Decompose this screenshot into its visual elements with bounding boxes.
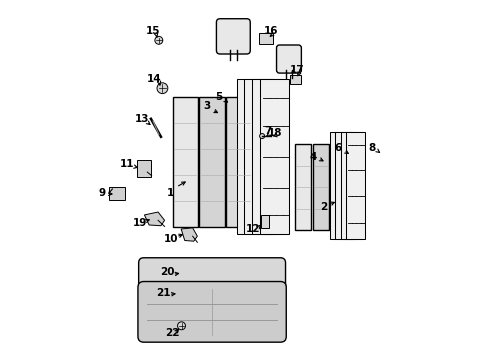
Circle shape [177, 322, 185, 330]
Text: 22: 22 [165, 328, 180, 338]
Bar [199, 97, 224, 227]
Bar [258, 33, 273, 44]
Circle shape [259, 134, 264, 139]
Bar [226, 97, 251, 227]
Text: 17: 17 [289, 65, 304, 75]
Text: 14: 14 [147, 74, 162, 84]
FancyBboxPatch shape [139, 258, 285, 291]
Bar [108, 187, 124, 199]
FancyBboxPatch shape [276, 45, 301, 73]
Bar [329, 132, 351, 239]
Bar [260, 79, 288, 234]
Text: 20: 20 [160, 267, 174, 277]
Text: 13: 13 [134, 114, 149, 124]
Bar [252, 79, 282, 234]
Text: 21: 21 [156, 288, 170, 298]
Text: 16: 16 [264, 26, 278, 36]
Bar [172, 97, 197, 227]
Text: 19: 19 [133, 218, 147, 228]
Text: 1: 1 [167, 188, 174, 198]
Text: 7: 7 [264, 126, 271, 136]
Text: 12: 12 [246, 224, 260, 234]
FancyBboxPatch shape [138, 282, 285, 342]
Text: 11: 11 [120, 159, 135, 169]
Bar [294, 144, 310, 230]
Text: 6: 6 [334, 143, 341, 153]
Bar [136, 161, 151, 177]
Bar [289, 75, 301, 84]
Bar [261, 215, 268, 228]
Text: 2: 2 [320, 202, 326, 212]
Text: 3: 3 [203, 101, 210, 111]
Text: 10: 10 [163, 234, 178, 244]
Text: 9: 9 [99, 188, 105, 198]
Text: 5: 5 [215, 92, 223, 102]
Polygon shape [144, 212, 164, 226]
Polygon shape [181, 228, 197, 241]
Bar [312, 144, 328, 230]
Text: 8: 8 [368, 143, 375, 153]
Text: 4: 4 [308, 152, 316, 162]
Bar [335, 132, 356, 239]
Bar [236, 79, 269, 234]
Circle shape [157, 83, 167, 94]
Text: 18: 18 [267, 128, 282, 138]
FancyBboxPatch shape [216, 19, 250, 54]
Circle shape [155, 36, 163, 44]
Text: 15: 15 [145, 26, 160, 36]
Bar [340, 132, 360, 239]
Bar [346, 132, 365, 239]
Bar [244, 79, 276, 234]
